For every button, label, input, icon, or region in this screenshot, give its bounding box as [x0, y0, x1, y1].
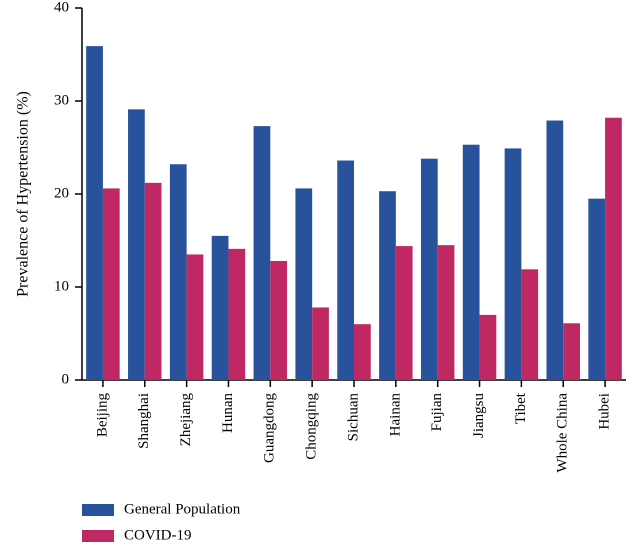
x-tick-label: Hunan: [220, 393, 236, 433]
legend-swatch: [82, 504, 114, 516]
bar: [312, 307, 329, 380]
bar: [546, 121, 563, 380]
x-tick-label: Sichuan: [345, 393, 361, 442]
bar: [354, 324, 371, 380]
x-tick-label: Zhejiang: [178, 393, 194, 447]
y-axis-title: Prevalence of Hypertension (%): [15, 91, 32, 297]
y-tick-label: 30: [54, 92, 69, 108]
x-tick-label: Beijing: [94, 393, 110, 438]
x-tick-label: Hainan: [387, 393, 403, 437]
x-tick-label: Whole China: [555, 393, 571, 473]
bar: [295, 188, 312, 380]
bar: [605, 118, 622, 380]
bar: [170, 164, 187, 380]
y-tick-label: 10: [54, 278, 69, 294]
bar: [521, 269, 538, 380]
x-tick-label: Shanghai: [136, 393, 152, 449]
x-tick-label: Tibet: [513, 392, 529, 424]
bar: [480, 315, 497, 380]
bar: [463, 145, 480, 380]
bar: [421, 159, 438, 380]
y-tick-label: 20: [54, 185, 69, 201]
bar: [505, 148, 522, 380]
bar: [379, 191, 396, 380]
bar: [588, 199, 605, 380]
x-tick-label: Chongqing: [304, 393, 320, 460]
bar: [103, 188, 120, 380]
hypertension-prevalence-chart: 0 10 20 30 40 Prevalence of Hypertension (%) B…: [0, 0, 639, 556]
bar: [270, 261, 287, 380]
bar: [438, 245, 455, 380]
legend-swatch: [82, 530, 114, 542]
bar: [86, 46, 103, 380]
bar: [187, 254, 204, 380]
legend-label: COVID-19: [124, 527, 192, 543]
y-tick-label: 40: [54, 0, 69, 15]
bar: [145, 183, 162, 380]
chart-svg: 0 10 20 30 40 Prevalence of Hypertension (%) B…: [0, 0, 639, 556]
x-tick-label: Jiangsu: [471, 393, 487, 439]
x-tick-label: Fujian: [429, 393, 445, 432]
bar: [563, 323, 580, 380]
bar: [212, 236, 229, 380]
bar: [254, 126, 271, 380]
bar: [128, 109, 145, 380]
y-tick-label: 0: [62, 371, 70, 387]
x-tick-label: Hubei: [597, 393, 613, 430]
bar: [337, 161, 354, 380]
bar: [396, 246, 413, 380]
legend-label: General Population: [124, 501, 241, 517]
bar: [228, 249, 245, 380]
x-tick-label: Guangdong: [262, 393, 278, 463]
